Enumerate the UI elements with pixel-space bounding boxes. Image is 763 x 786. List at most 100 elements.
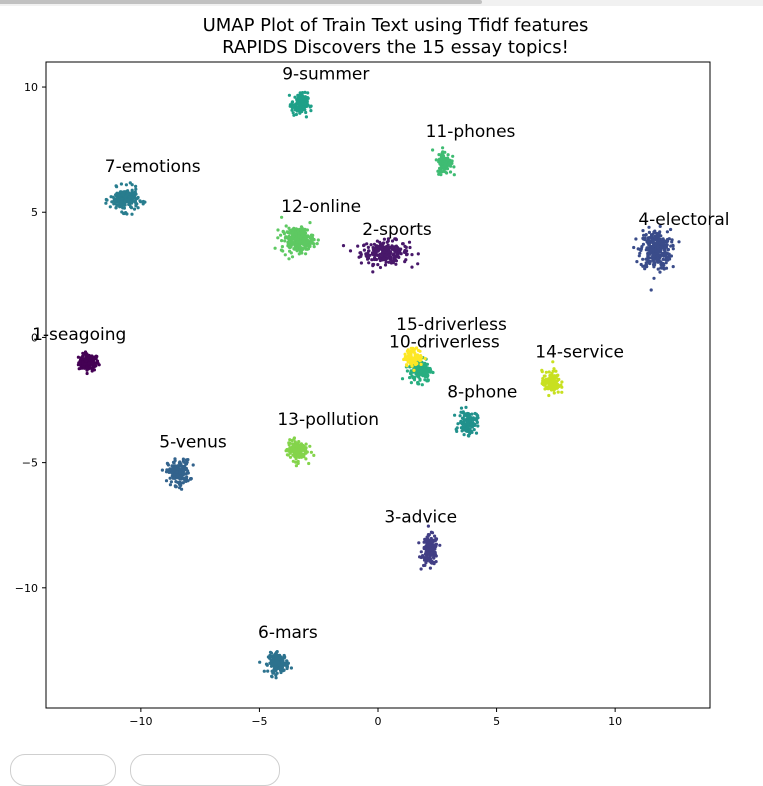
point <box>373 257 377 262</box>
point <box>176 473 180 478</box>
point <box>403 352 407 356</box>
point <box>273 661 278 665</box>
point <box>652 230 656 234</box>
point <box>173 457 177 461</box>
cluster-14-service <box>540 360 564 398</box>
point <box>176 480 180 484</box>
point <box>443 150 447 154</box>
point <box>284 449 288 453</box>
point <box>389 261 393 265</box>
point <box>660 246 664 250</box>
point <box>186 458 190 462</box>
point <box>305 228 309 232</box>
point <box>652 255 656 259</box>
top-scrollbar-thumb[interactable] <box>0 0 482 4</box>
point <box>452 165 456 169</box>
point <box>405 252 409 256</box>
point <box>290 255 295 259</box>
point <box>273 246 277 250</box>
point <box>288 451 292 455</box>
point <box>425 543 429 547</box>
cluster-label-5-venus: 5-venus <box>159 433 227 453</box>
point <box>94 354 98 358</box>
point <box>182 460 186 464</box>
point <box>258 660 262 664</box>
output-action-button-2[interactable] <box>130 754 280 786</box>
point <box>404 363 409 367</box>
point <box>305 99 309 103</box>
point <box>383 263 388 267</box>
point <box>653 261 657 265</box>
point <box>287 234 291 238</box>
point <box>130 212 134 216</box>
point <box>296 448 300 452</box>
point <box>301 94 305 98</box>
point <box>188 477 193 481</box>
point <box>419 358 423 362</box>
point <box>384 260 388 264</box>
point <box>126 198 130 202</box>
point <box>115 196 119 200</box>
point <box>129 201 133 205</box>
point <box>288 228 292 232</box>
point <box>387 250 391 254</box>
point <box>294 464 298 468</box>
point <box>296 93 300 97</box>
point <box>173 484 177 488</box>
point <box>304 110 308 115</box>
output-action-button-1[interactable] <box>10 754 116 786</box>
point <box>647 225 651 229</box>
point <box>472 422 476 426</box>
point <box>302 240 306 244</box>
point <box>289 231 293 235</box>
point <box>119 182 123 186</box>
point <box>268 655 272 660</box>
point <box>447 161 451 165</box>
point <box>548 383 552 387</box>
point <box>386 239 390 243</box>
point <box>290 108 294 112</box>
point <box>634 237 638 241</box>
point <box>279 233 283 237</box>
point <box>407 240 412 244</box>
point <box>419 362 423 366</box>
point <box>547 393 551 398</box>
point <box>428 545 432 549</box>
point <box>677 240 681 244</box>
point <box>280 668 284 672</box>
y-tick-label: 5 <box>31 206 38 219</box>
point <box>452 173 456 177</box>
point <box>135 202 139 206</box>
point <box>644 248 648 252</box>
point <box>315 242 319 246</box>
point <box>654 234 658 239</box>
point <box>283 239 287 243</box>
cluster-15-driverless <box>402 346 427 372</box>
point <box>292 447 296 452</box>
top-scrollbar-track[interactable] <box>0 0 763 6</box>
point <box>472 428 476 432</box>
point <box>463 412 468 416</box>
point <box>475 418 479 422</box>
point <box>76 355 80 359</box>
point <box>668 254 672 258</box>
point <box>308 221 312 225</box>
point <box>299 98 303 102</box>
point <box>456 422 460 426</box>
point <box>667 237 671 241</box>
point <box>429 536 433 541</box>
point <box>405 249 409 253</box>
cluster-label-9-summer: 9-summer <box>282 65 369 85</box>
point <box>286 230 290 235</box>
point <box>279 248 283 252</box>
point <box>175 467 179 471</box>
point <box>288 455 293 459</box>
point <box>372 251 377 255</box>
point <box>303 227 307 231</box>
point <box>270 675 274 679</box>
point <box>288 249 292 253</box>
point <box>425 375 429 379</box>
point <box>376 244 381 248</box>
point <box>647 243 651 247</box>
point <box>423 563 427 568</box>
